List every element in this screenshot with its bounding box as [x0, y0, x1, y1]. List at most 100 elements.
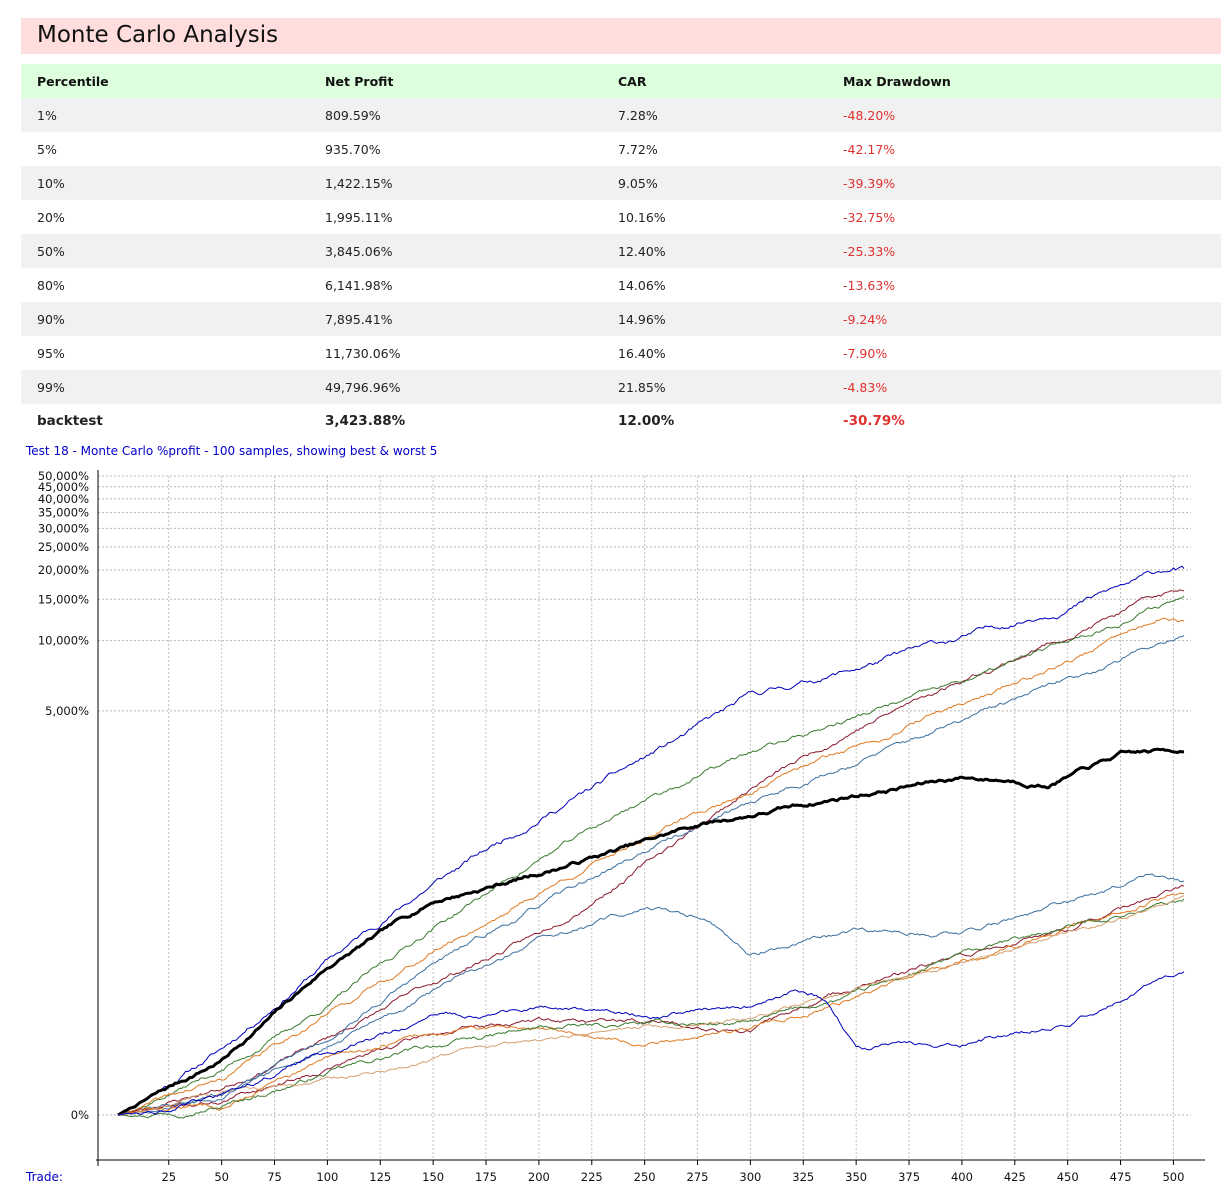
y-tick-label: 10,000% [38, 634, 89, 648]
cell-car: 9.05% [602, 166, 827, 200]
cell-percentile: 95% [21, 336, 309, 370]
title-bar: Monte Carlo Analysis [21, 18, 1221, 54]
cell-car: 21.85% [602, 370, 827, 404]
series-line-10 [117, 898, 1185, 1119]
column-header-net-profit: Net Profit [309, 64, 602, 98]
series-line-6 [117, 747, 1185, 1117]
chart-grid [98, 475, 1191, 1160]
table-row: 50% 3,845.06% 12.40% -25.33% [21, 234, 1221, 268]
cell-max-drawdown: -39.39% [827, 166, 1221, 200]
x-tick-label: 450 [1057, 1170, 1079, 1184]
x-tick-label: 50 [214, 1170, 229, 1184]
cell-net-profit: 11,730.06% [309, 336, 602, 370]
chart-title: Test 18 - Monte Carlo %profit - 100 samp… [26, 444, 438, 458]
table-row: 10% 1,422.15% 9.05% -39.39% [21, 166, 1221, 200]
x-tick-label: 225 [581, 1170, 603, 1184]
table-row: 99% 49,796.96% 21.85% -4.83% [21, 370, 1221, 404]
x-tick-label: 75 [267, 1170, 282, 1184]
table-row: 1% 809.59% 7.28% -48.20% [21, 98, 1221, 132]
series-line-4 [117, 617, 1185, 1116]
x-tick-label: 325 [792, 1170, 814, 1184]
series-line-3 [117, 595, 1185, 1116]
table-header-row: Percentile Net Profit CAR Max Drawdown [21, 64, 1221, 98]
y-tick-label: 0% [71, 1108, 89, 1122]
x-tick-label: 500 [1162, 1170, 1184, 1184]
cell-max-drawdown: -7.90% [827, 336, 1221, 370]
x-tick-label: 200 [528, 1170, 550, 1184]
cell-percentile: 50% [21, 234, 309, 268]
series-line-9 [117, 892, 1185, 1116]
y-tick-label: 30,000% [38, 521, 89, 535]
cell-net-profit: 6,141.98% [309, 268, 602, 302]
x-tick-label: 300 [739, 1170, 761, 1184]
series-line-1 [117, 565, 1185, 1116]
x-tick-label: 350 [845, 1170, 867, 1184]
x-tick-label: 475 [1110, 1170, 1132, 1184]
x-tick-label: 175 [475, 1170, 497, 1184]
table-row: 5% 935.70% 7.72% -42.17% [21, 132, 1221, 166]
x-tick-label: 375 [898, 1170, 920, 1184]
x-tick-label: 150 [422, 1170, 444, 1184]
x-tick-label: 400 [951, 1170, 973, 1184]
series-line-2 [117, 589, 1185, 1116]
cell-max-drawdown: -25.33% [827, 234, 1221, 268]
cell-net-profit: 3,845.06% [309, 234, 602, 268]
cell-net-profit: 1,422.15% [309, 166, 602, 200]
chart-axes: 0% 5,000% 10,000% 15,000% 20,000% 25,000% 30,0… [25, 469, 1205, 1184]
cell-max-drawdown: -4.83% [827, 370, 1221, 404]
table-row: 20% 1,995.11% 10.16% -32.75% [21, 200, 1221, 234]
table-row: 95% 11,730.06% 16.40% -7.90% [21, 336, 1221, 370]
cell-percentile: 1% [21, 98, 309, 132]
monte-carlo-table: Percentile Net Profit CAR Max Drawdown 1… [21, 64, 1221, 438]
cell-net-profit: 3,423.88% [309, 404, 602, 438]
y-tick-label: 40,000% [38, 492, 89, 506]
column-header-car: CAR [602, 64, 827, 98]
cell-car: 14.06% [602, 268, 827, 302]
table-row: 80% 6,141.98% 14.06% -13.63% [21, 268, 1221, 302]
x-tick-label: 100 [316, 1170, 338, 1184]
x-axis-label: Trade: [25, 1170, 63, 1184]
cell-car: 12.00% [602, 404, 827, 438]
cell-max-drawdown: -48.20% [827, 98, 1221, 132]
table-body: 1% 809.59% 7.28% -48.20% 5% 935.70% 7.72% -42.1… [21, 98, 1221, 438]
cell-percentile: backtest [21, 404, 309, 438]
backtest-row: backtest 3,423.88% 12.00% -30.79% [21, 404, 1221, 438]
cell-max-drawdown: -32.75% [827, 200, 1221, 234]
cell-car: 7.72% [602, 132, 827, 166]
cell-car: 14.96% [602, 302, 827, 336]
cell-percentile: 10% [21, 166, 309, 200]
cell-car: 7.28% [602, 98, 827, 132]
cell-percentile: 5% [21, 132, 309, 166]
column-header-max-drawdown: Max Drawdown [827, 64, 1221, 98]
y-tick-label: 45,000% [38, 480, 89, 494]
cell-percentile: 80% [21, 268, 309, 302]
series-line-7 [117, 873, 1185, 1116]
series-line-8 [117, 884, 1185, 1116]
y-tick-label: 50,000% [38, 469, 89, 483]
cell-max-drawdown: -13.63% [827, 268, 1221, 302]
y-tick-label: 20,000% [38, 563, 89, 577]
x-tick-label: 125 [369, 1170, 391, 1184]
x-tick-label: 275 [687, 1170, 709, 1184]
cell-car: 10.16% [602, 200, 827, 234]
y-tick-label: 5,000% [45, 704, 89, 718]
series-line-11 [117, 895, 1185, 1116]
cell-net-profit: 1,995.11% [309, 200, 602, 234]
series-line-12 [117, 971, 1185, 1116]
cell-percentile: 90% [21, 302, 309, 336]
series-line-5 [117, 634, 1185, 1116]
x-tick-label: 25 [161, 1170, 176, 1184]
x-tick-label: 425 [1004, 1170, 1026, 1184]
column-header-percentile: Percentile [21, 64, 309, 98]
cell-car: 12.40% [602, 234, 827, 268]
cell-max-drawdown: -30.79% [827, 404, 1221, 438]
page-title: Monte Carlo Analysis [37, 22, 279, 48]
cell-max-drawdown: -42.17% [827, 132, 1221, 166]
table-row: 90% 7,895.41% 14.96% -9.24% [21, 302, 1221, 336]
cell-net-profit: 809.59% [309, 98, 602, 132]
cell-car: 16.40% [602, 336, 827, 370]
cell-percentile: 20% [21, 200, 309, 234]
y-tick-label: 35,000% [38, 506, 89, 520]
cell-net-profit: 935.70% [309, 132, 602, 166]
cell-percentile: 99% [21, 370, 309, 404]
